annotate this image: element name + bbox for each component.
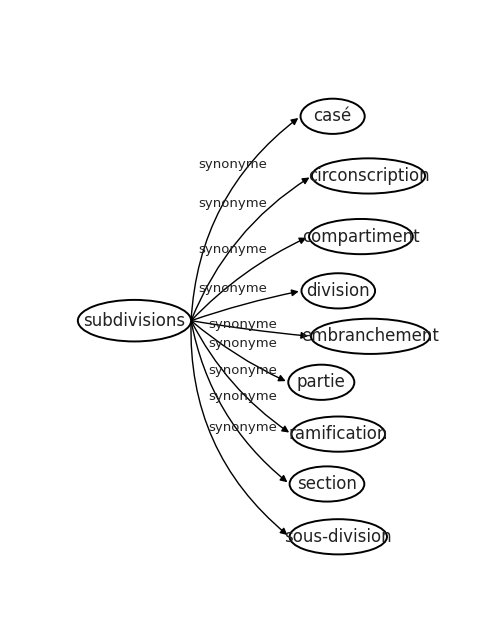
Text: synonyme: synonyme xyxy=(199,157,267,171)
Ellipse shape xyxy=(290,466,364,502)
FancyArrowPatch shape xyxy=(191,321,286,481)
Text: circonscription: circonscription xyxy=(308,167,429,185)
Text: synonyme: synonyme xyxy=(208,337,277,350)
Text: section: section xyxy=(297,475,357,493)
Text: casé: casé xyxy=(314,107,352,125)
Text: partie: partie xyxy=(297,373,346,391)
FancyArrowPatch shape xyxy=(191,178,308,321)
Ellipse shape xyxy=(292,417,385,451)
Text: sous-division: sous-division xyxy=(284,528,392,546)
Ellipse shape xyxy=(301,273,375,309)
Text: synonyme: synonyme xyxy=(199,197,267,210)
FancyArrowPatch shape xyxy=(191,119,297,321)
Ellipse shape xyxy=(290,519,387,554)
Text: synonyme: synonyme xyxy=(208,318,277,331)
Ellipse shape xyxy=(78,300,191,342)
FancyArrowPatch shape xyxy=(191,290,297,321)
FancyArrowPatch shape xyxy=(191,321,286,534)
Text: synonyme: synonyme xyxy=(208,390,277,403)
Ellipse shape xyxy=(311,319,430,354)
FancyArrowPatch shape xyxy=(191,321,284,380)
Text: compartiment: compartiment xyxy=(302,227,420,246)
FancyArrowPatch shape xyxy=(191,321,307,338)
FancyArrowPatch shape xyxy=(191,321,288,432)
Text: synonyme: synonyme xyxy=(199,243,267,257)
Text: embranchement: embranchement xyxy=(301,327,439,345)
Text: synonyme: synonyme xyxy=(199,283,267,295)
Ellipse shape xyxy=(309,219,413,254)
Text: subdivisions: subdivisions xyxy=(83,312,186,330)
Text: synonyme: synonyme xyxy=(208,421,277,434)
Text: synonyme: synonyme xyxy=(208,364,277,377)
Ellipse shape xyxy=(288,364,355,400)
Ellipse shape xyxy=(300,98,365,134)
FancyArrowPatch shape xyxy=(191,238,305,321)
Text: ramification: ramification xyxy=(289,425,388,443)
Text: division: division xyxy=(306,282,370,300)
Ellipse shape xyxy=(312,158,425,194)
